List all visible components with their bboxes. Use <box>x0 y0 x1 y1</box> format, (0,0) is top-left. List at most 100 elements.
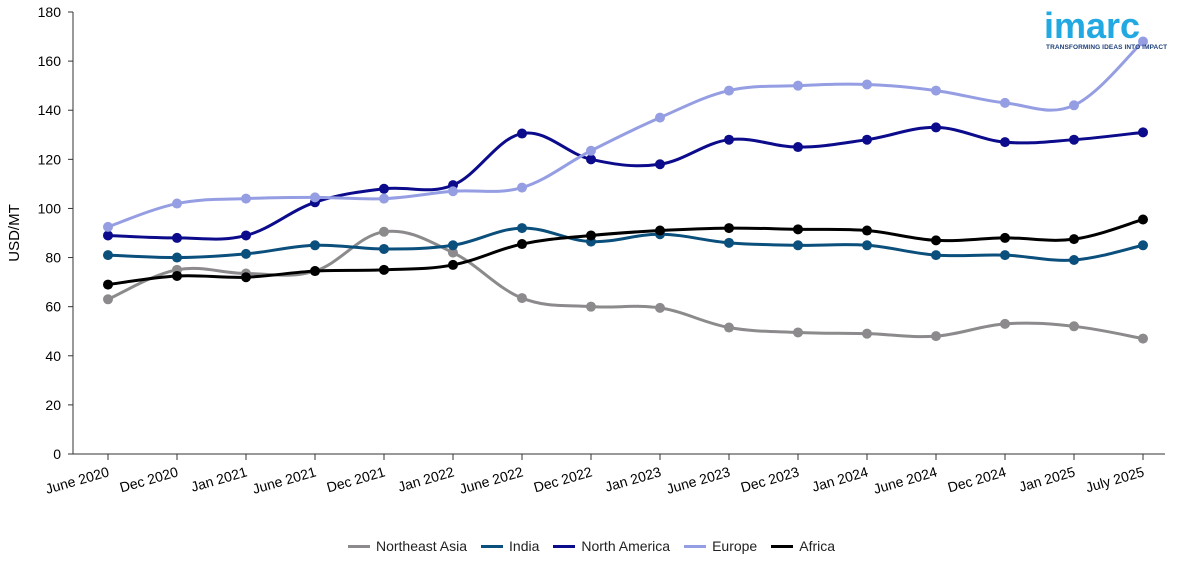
data-point <box>793 240 803 251</box>
data-point <box>793 327 803 338</box>
legend-label: Northeast Asia <box>375 538 468 554</box>
x-tick-label: June 2024 <box>872 463 939 496</box>
data-point <box>1069 134 1079 145</box>
data-point <box>1000 318 1010 329</box>
y-tick-label: 160 <box>38 53 62 69</box>
data-point <box>517 182 527 193</box>
x-tick-label: Jan 2021 <box>189 463 249 494</box>
data-point <box>379 264 389 275</box>
data-point <box>103 221 113 232</box>
y-tick-label: 60 <box>45 299 61 315</box>
series-north-america <box>103 122 1148 243</box>
data-point <box>931 122 941 133</box>
data-point <box>862 328 872 339</box>
data-point <box>1138 333 1148 344</box>
legend-swatch <box>771 544 794 548</box>
x-tick-label: Dec 2022 <box>532 463 594 495</box>
series-layer <box>103 36 1148 344</box>
data-point <box>1069 234 1079 245</box>
legend-item: Africa <box>771 538 835 554</box>
chart-legend: Northeast Asia India North America Europe Af… <box>0 538 1187 554</box>
data-point <box>517 293 527 304</box>
data-point <box>103 230 113 241</box>
data-point <box>379 183 389 194</box>
series-india <box>103 223 1148 266</box>
data-point <box>586 301 596 312</box>
data-point <box>931 250 941 261</box>
x-tick-label: Jan 2023 <box>603 463 663 494</box>
data-point <box>172 198 182 209</box>
data-point <box>1069 321 1079 332</box>
data-point <box>655 112 665 123</box>
data-point <box>241 248 251 259</box>
series-line <box>107 125 1144 241</box>
data-point <box>448 240 458 251</box>
data-point <box>724 85 734 96</box>
data-point <box>655 159 665 170</box>
data-point <box>1138 127 1148 138</box>
x-tick-label: Jan 2024 <box>810 463 870 494</box>
data-point <box>862 240 872 251</box>
data-point <box>655 225 665 236</box>
data-point <box>379 243 389 254</box>
series-line <box>107 226 1144 262</box>
x-tick-label: Dec 2023 <box>739 463 801 495</box>
data-point <box>1000 250 1010 261</box>
series-africa <box>103 214 1148 290</box>
legend-label: North America <box>581 538 671 554</box>
x-tick-label: Dec 2024 <box>946 463 1008 495</box>
data-point <box>103 279 113 290</box>
data-point <box>448 259 458 270</box>
data-point <box>586 230 596 241</box>
data-point <box>793 142 803 153</box>
logo-tagline: TRANSFORMING IDEAS INTO IMPACT <box>1046 44 1168 51</box>
legend-swatch <box>684 544 707 548</box>
y-tick-label: 40 <box>45 348 61 364</box>
series-europe <box>103 36 1148 232</box>
x-tick-label: Jan 2022 <box>396 463 456 494</box>
data-point <box>1069 100 1079 111</box>
x-tick-label: June 2021 <box>251 463 318 496</box>
data-point <box>448 247 458 258</box>
data-point <box>103 294 113 305</box>
y-tick-label: 0 <box>53 446 61 462</box>
data-point <box>655 302 665 313</box>
data-point <box>310 266 320 277</box>
data-point <box>1138 214 1148 225</box>
data-point <box>931 235 941 246</box>
data-point <box>724 237 734 248</box>
data-point <box>103 250 113 261</box>
y-tick-label: 180 <box>38 4 62 20</box>
data-point <box>517 223 527 234</box>
y-tick-label: 100 <box>38 200 62 216</box>
imarc-logo: imarc TRANSFORMING IDEAS INTO IMPACT <box>1042 4 1167 54</box>
series-line <box>107 40 1145 229</box>
logo-wordmark: imarc <box>1044 5 1141 46</box>
data-point <box>1138 36 1148 47</box>
data-point <box>586 145 596 156</box>
data-point <box>931 85 941 96</box>
data-point <box>1000 137 1010 148</box>
y-tick-label: 80 <box>45 250 61 266</box>
x-tick-label: June 2022 <box>458 463 525 496</box>
data-point <box>724 322 734 333</box>
data-point <box>862 225 872 236</box>
series-northeast-asia <box>103 226 1148 344</box>
series-line <box>107 229 1144 341</box>
data-point <box>724 223 734 234</box>
data-point <box>793 80 803 91</box>
data-point <box>724 134 734 145</box>
data-point <box>517 239 527 250</box>
data-point <box>310 192 320 203</box>
x-tick-label: Jan 2025 <box>1017 463 1077 494</box>
legend-item: North America <box>553 538 670 554</box>
data-point <box>1000 232 1010 243</box>
data-point <box>448 186 458 197</box>
data-point <box>172 270 182 281</box>
legend-item: Europe <box>684 538 757 554</box>
data-point <box>1000 97 1010 108</box>
y-tick-label: 120 <box>38 151 62 167</box>
data-point <box>862 134 872 145</box>
